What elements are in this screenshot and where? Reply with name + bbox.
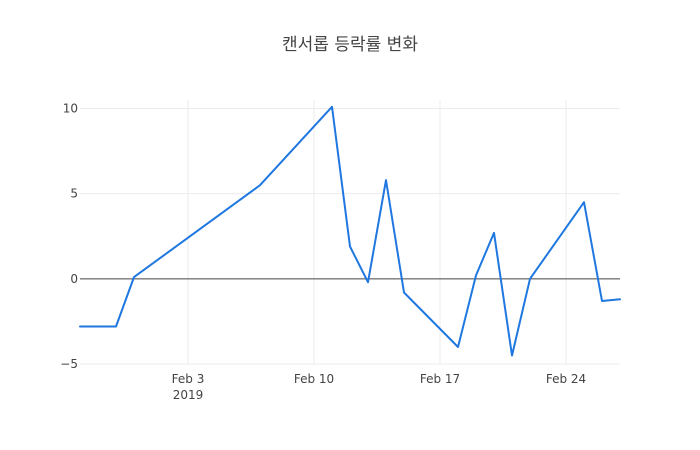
data-point: [403, 291, 405, 293]
data-point: [79, 326, 81, 328]
y-tick-label: 0: [70, 272, 78, 286]
x-tick-label: Feb 17: [420, 372, 460, 386]
data-point: [457, 346, 459, 348]
data-point: [583, 201, 585, 203]
axis-labels: Feb 3 2019 Feb 10 Feb 17 Feb 24 −5 0 5 10: [60, 102, 586, 402]
data-point: [529, 278, 531, 280]
data-point: [133, 276, 135, 278]
data-point: [367, 281, 369, 283]
data-point: [259, 184, 261, 186]
data-point: [493, 232, 495, 234]
chart-title: 캔서롭 등락률 변화: [282, 35, 418, 55]
data-point: [619, 298, 621, 300]
data-point: [601, 300, 603, 302]
x-tick-sublabel: 2019: [173, 388, 204, 402]
data-point: [475, 274, 477, 276]
y-tick-label: −5: [60, 357, 78, 371]
series-line: [79, 105, 621, 357]
x-tick-label: Feb 24: [546, 372, 586, 386]
y-tick-label: 5: [70, 187, 78, 201]
data-point: [385, 179, 387, 181]
grid-lines: [80, 100, 620, 365]
y-tick-label: 10: [63, 102, 78, 116]
series-layer: [79, 105, 621, 357]
x-tick-label: Feb 10: [294, 372, 334, 386]
data-point: [115, 326, 117, 328]
data-point: [331, 106, 333, 108]
data-point: [511, 354, 513, 356]
x-tick-label: Feb 3: [172, 372, 205, 386]
data-point: [349, 245, 351, 247]
